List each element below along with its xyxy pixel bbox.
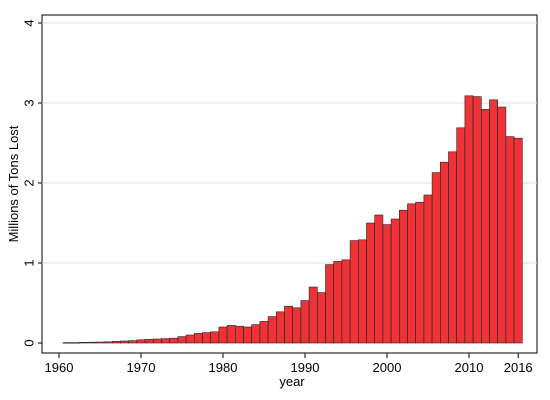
- bar-1997: [357, 239, 367, 344]
- y-tick-label: 3: [22, 99, 37, 106]
- bar-2015: [505, 136, 515, 344]
- y-tick-label: 0: [22, 339, 37, 346]
- bar-1998: [366, 222, 375, 344]
- bar-2012: [480, 109, 490, 344]
- bar-1991: [308, 286, 318, 344]
- bar-1996: [349, 240, 359, 344]
- bar-2014: [497, 106, 507, 344]
- y-axis-ticks: 0 1 2 3 4: [22, 19, 42, 347]
- bar-1976: [185, 334, 195, 344]
- bar-1990: [300, 300, 310, 344]
- bar-2013: [489, 99, 498, 344]
- bars: [62, 95, 523, 344]
- bar-2009: [456, 127, 466, 344]
- bar-1967: [112, 341, 121, 344]
- y-tick-label: 2: [22, 179, 37, 186]
- bar-2001: [390, 218, 400, 344]
- bar-1988: [284, 305, 293, 344]
- bar-1983: [243, 326, 252, 344]
- x-tick-label: 2010: [455, 360, 484, 375]
- bar-1968: [120, 340, 129, 344]
- bar-1978: [202, 332, 211, 344]
- bar-2005: [423, 194, 433, 344]
- bar-1985: [259, 321, 269, 344]
- bar-1966: [103, 341, 113, 344]
- bar-2000: [382, 224, 392, 344]
- bar-1984: [251, 324, 261, 344]
- bar-1970: [136, 339, 146, 344]
- x-tick-label: 2016: [504, 360, 533, 375]
- x-axis-title: year: [279, 374, 305, 389]
- x-tick-label: 1960: [45, 360, 74, 375]
- bar-1982: [235, 325, 244, 344]
- bar-1961: [62, 342, 72, 344]
- bar-2008: [448, 151, 457, 344]
- bar-2002: [398, 209, 408, 344]
- bar-1999: [374, 214, 384, 344]
- bar-2006: [431, 172, 441, 344]
- y-axis-title: Millions of Tons Lost: [6, 125, 21, 242]
- bar-1973: [161, 338, 170, 344]
- bar-2011: [472, 96, 482, 344]
- bar-1974: [169, 337, 179, 344]
- bar-1965: [95, 341, 105, 344]
- bar-2007: [439, 161, 449, 344]
- bar-2010: [464, 95, 474, 344]
- bar-1971: [144, 339, 154, 344]
- x-tick-label: 1990: [291, 360, 320, 375]
- y-tick-label: 1: [22, 259, 37, 266]
- bar-1994: [333, 261, 343, 344]
- bar-2016: [513, 137, 523, 344]
- y-tick-label: 4: [22, 19, 37, 26]
- bar-1972: [153, 338, 162, 344]
- bar-1981: [226, 325, 236, 344]
- x-tick-label: 1970: [127, 360, 156, 375]
- x-tick-label: 2000: [373, 360, 402, 375]
- bar-1989: [292, 307, 302, 344]
- bar-1993: [325, 264, 334, 344]
- bar-1992: [316, 292, 326, 344]
- bar-1969: [128, 340, 138, 344]
- bar-2004: [415, 201, 425, 344]
- bar-1986: [267, 316, 277, 344]
- bar-1979: [210, 331, 220, 344]
- bar-1963: [79, 342, 88, 344]
- bar-2003: [407, 203, 416, 344]
- bar-1962: [71, 342, 80, 344]
- bar-1995: [341, 259, 351, 344]
- bar-1980: [218, 326, 228, 344]
- bar-1977: [194, 333, 203, 344]
- bar-1975: [177, 336, 187, 344]
- x-tick-label: 1980: [209, 360, 238, 375]
- bar-1964: [87, 341, 97, 344]
- x-axis-ticks: 1960 1970 1980 1990 2000 2010 2016: [45, 353, 533, 375]
- bar-1987: [275, 311, 285, 344]
